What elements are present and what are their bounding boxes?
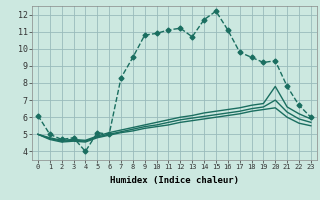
X-axis label: Humidex (Indice chaleur): Humidex (Indice chaleur) bbox=[110, 176, 239, 185]
